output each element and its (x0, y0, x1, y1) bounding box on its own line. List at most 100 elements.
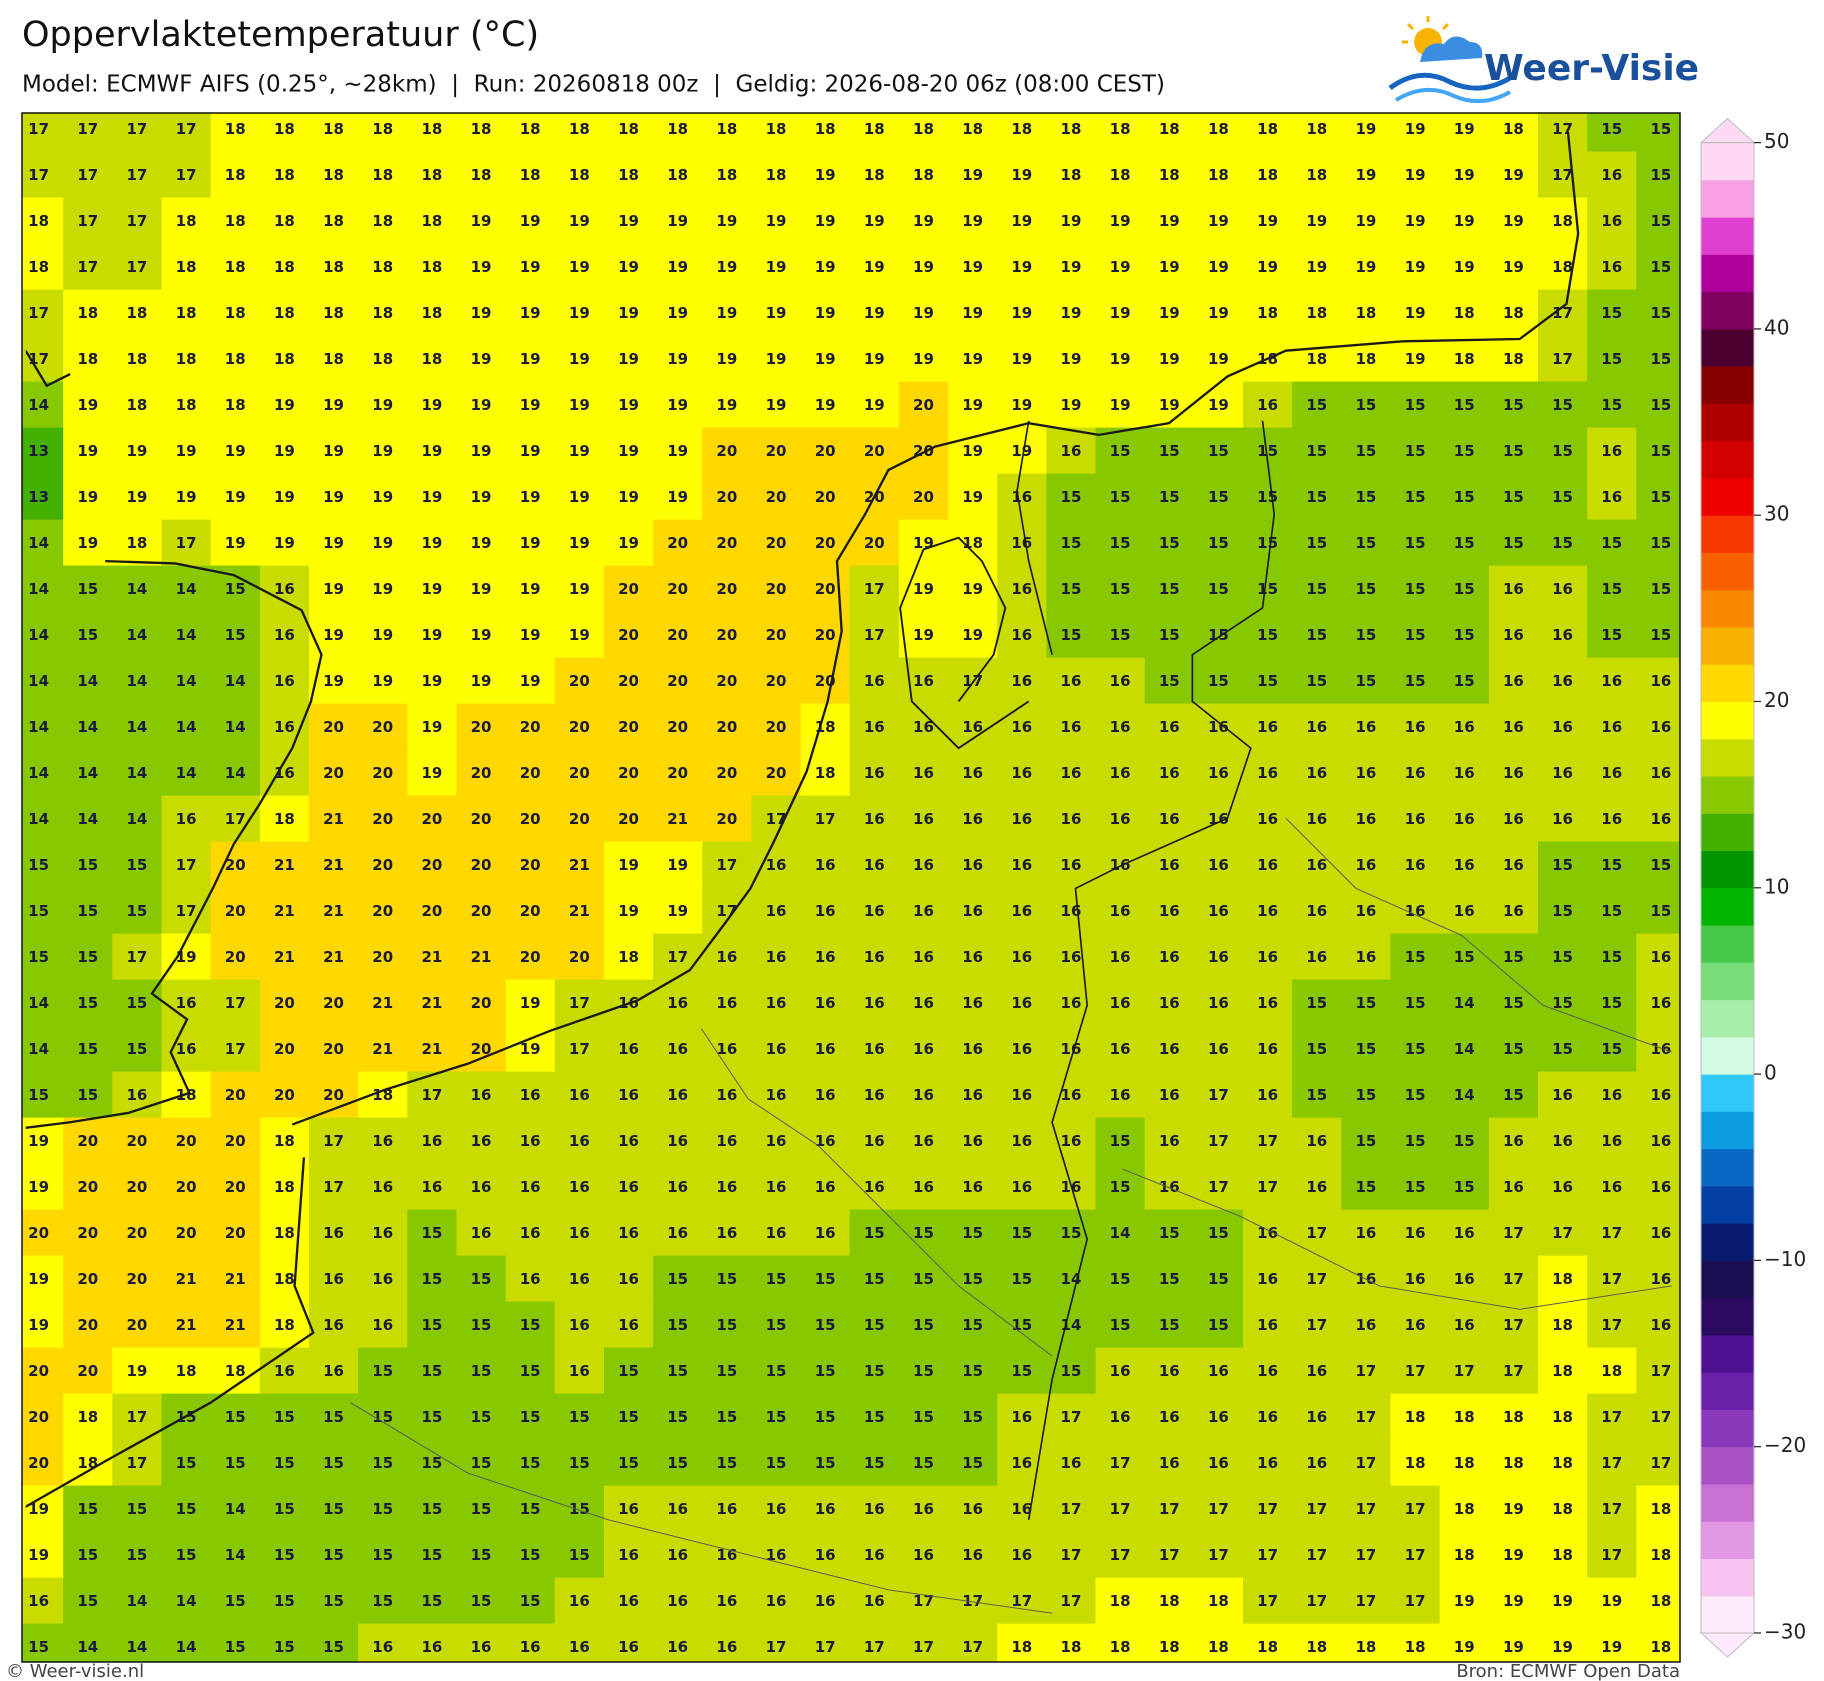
temperature-label: 20 (225, 1132, 246, 1150)
temperature-label: 20 (28, 1224, 49, 1242)
temperature-label: 20 (864, 534, 885, 552)
temperature-cell (112, 243, 163, 291)
temperature-label: 17 (1306, 1316, 1327, 1334)
temperature-cell (1488, 657, 1539, 705)
temperature-cell (1537, 565, 1588, 613)
temperature-label: 16 (1355, 1316, 1376, 1334)
temperature-cell (800, 289, 851, 337)
temperature-label: 19 (471, 442, 492, 460)
temperature-cell (800, 151, 851, 199)
temperature-label: 18 (1011, 1638, 1032, 1656)
temperature-label: 18 (667, 166, 688, 184)
temperature-cell (161, 243, 212, 291)
temperature-cell (259, 197, 310, 245)
temperature-label: 18 (274, 350, 295, 368)
temperature-cell (456, 197, 507, 245)
temperature-label: 20 (569, 948, 590, 966)
temperature-cell (751, 381, 802, 429)
temperature-cell (554, 795, 605, 843)
temperature-label: 16 (815, 1086, 836, 1104)
temperature-label: 19 (815, 350, 836, 368)
temperature-cell (210, 979, 261, 1027)
temperature-label: 17 (1503, 1316, 1524, 1334)
temperature-label: 15 (77, 1546, 98, 1564)
temperature-cell (456, 243, 507, 291)
temperature-cell (702, 519, 753, 567)
temperature-cell (505, 335, 556, 383)
temperature-cell (407, 151, 458, 199)
temperature-label: 20 (126, 1178, 147, 1196)
temperature-label: 20 (126, 1270, 147, 1288)
temperature-label: 20 (126, 1132, 147, 1150)
temperature-cell (1636, 749, 1680, 797)
temperature-label: 16 (864, 1132, 885, 1150)
temperature-label: 17 (225, 994, 246, 1012)
temperature-label: 18 (1306, 120, 1327, 138)
temperature-label: 20 (716, 718, 737, 736)
temperature-label: 15 (77, 1086, 98, 1104)
temperature-cell (1243, 887, 1293, 935)
temperature-label: 16 (1011, 902, 1032, 920)
temperature-cell (1488, 703, 1539, 751)
temperature-label: 19 (1552, 1638, 1573, 1656)
temperature-label: 15 (1306, 626, 1327, 644)
temperature-cell (308, 1025, 359, 1073)
temperature-label: 16 (1306, 1178, 1327, 1196)
temperature-label: 20 (225, 1224, 246, 1242)
temperature-label: 20 (126, 1224, 147, 1242)
temperature-label: 19 (1503, 1546, 1524, 1564)
temperature-label: 15 (1257, 488, 1278, 506)
temperature-cell (112, 197, 163, 245)
temperature-label: 15 (1454, 626, 1475, 644)
temperature-label: 15 (421, 1224, 442, 1242)
temperature-label: 19 (1257, 258, 1278, 276)
temperature-label: 17 (1405, 1500, 1426, 1518)
temperature-cell (948, 289, 998, 337)
colorbar-tick-label: 10 (1764, 874, 1789, 898)
temperature-cell (1243, 611, 1293, 659)
temperature-cell (603, 243, 654, 291)
temperature-label: 16 (372, 1178, 393, 1196)
temperature-label: 16 (1208, 948, 1229, 966)
temperature-label: 15 (520, 1362, 541, 1380)
temperature-cell (1636, 113, 1680, 153)
temperature-label: 15 (766, 1270, 787, 1288)
temperature-label: 16 (1405, 718, 1426, 736)
temperature-label: 16 (913, 948, 934, 966)
temperature-cell (259, 335, 310, 383)
temperature-cell (751, 113, 802, 153)
temperature-label: 19 (274, 442, 295, 460)
temperature-label: 19 (471, 212, 492, 230)
temperature-label: 15 (1454, 948, 1475, 966)
temperature-label: 15 (1650, 258, 1671, 276)
temperature-cell (1587, 611, 1637, 659)
temperature-cell (63, 1025, 113, 1073)
temperature-cell (800, 113, 851, 153)
temperature-cell (112, 887, 163, 935)
temperature-label: 15 (1061, 534, 1082, 552)
colorbar-tick-label: 40 (1764, 315, 1789, 339)
temperature-label: 15 (1257, 626, 1278, 644)
temperature-cell (259, 933, 310, 981)
temperature-label: 20 (323, 1086, 344, 1104)
temperature-label: 19 (1257, 212, 1278, 230)
temperature-label: 15 (1061, 626, 1082, 644)
temperature-label: 16 (1454, 856, 1475, 874)
temperature-label: 16 (569, 1132, 590, 1150)
temperature-cell (505, 289, 556, 337)
temperature-cell (456, 565, 507, 613)
temperature-label: 19 (421, 580, 442, 598)
temperature-cell (505, 243, 556, 291)
temperature-label: 16 (1601, 166, 1622, 184)
temperature-label: 15 (1011, 1362, 1032, 1380)
subtitle: Model: ECMWF AIFS (0.25°, ~28km) | Run: … (22, 72, 1165, 98)
temperature-label: 15 (962, 1270, 983, 1288)
temperature-cell (1341, 933, 1392, 981)
temperature-label: 16 (962, 902, 983, 920)
temperature-label: 15 (1405, 396, 1426, 414)
temperature-cell (161, 197, 212, 245)
temperature-cell (1095, 657, 1146, 705)
temperature-label: 19 (667, 488, 688, 506)
temperature-cell (849, 749, 900, 797)
temperature-label: 15 (421, 1454, 442, 1472)
